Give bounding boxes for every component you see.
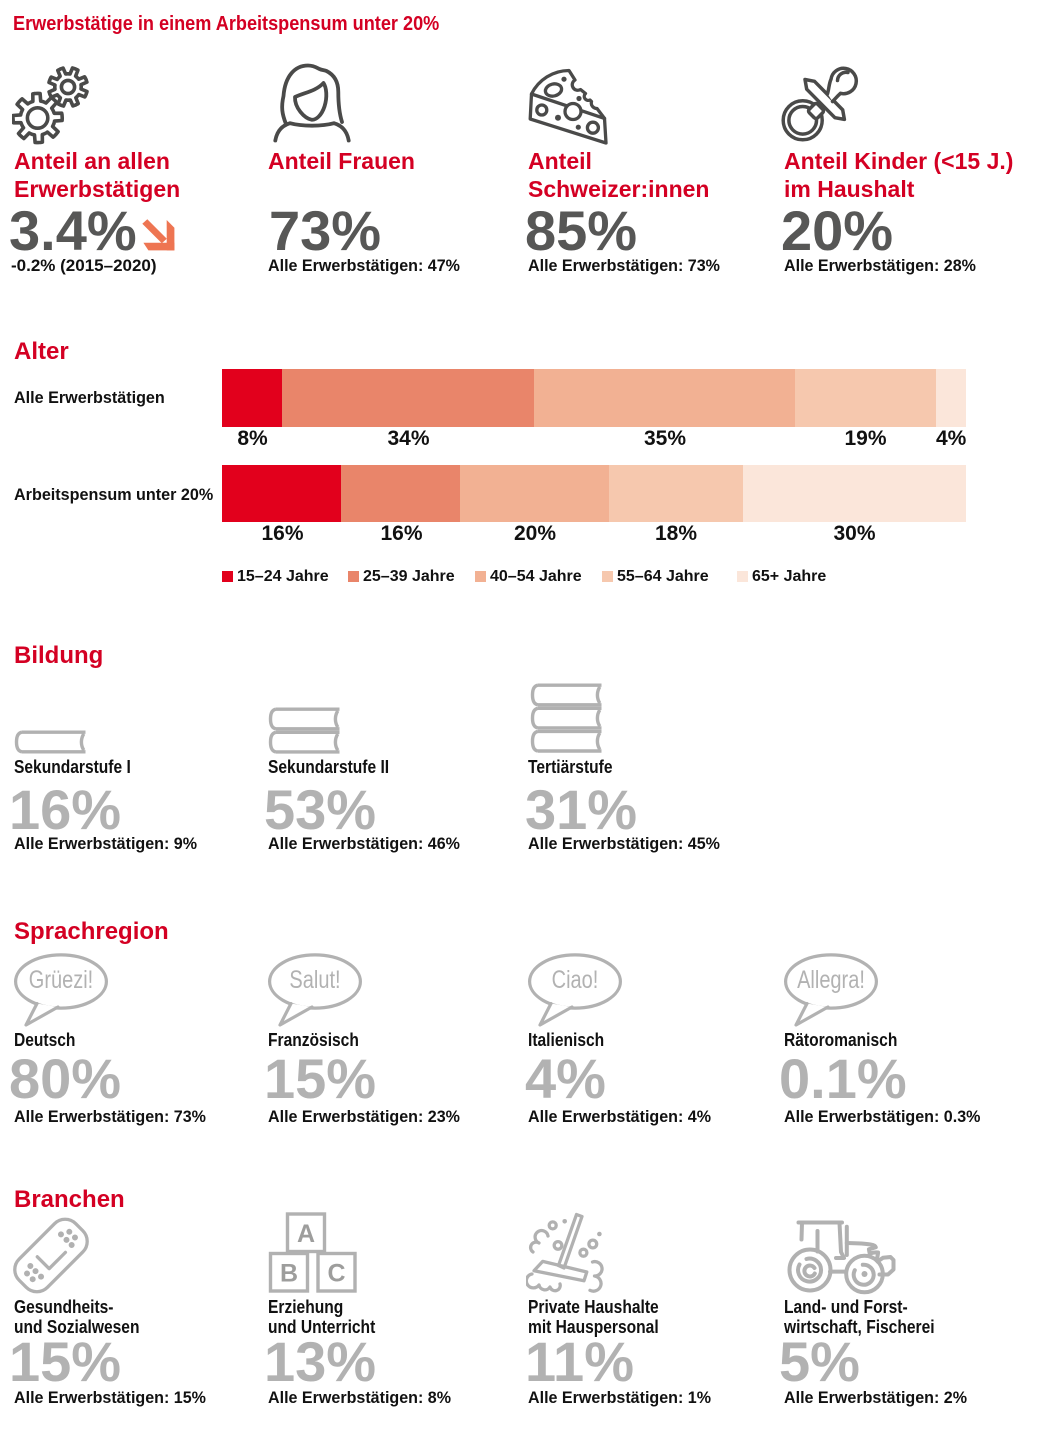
svg-text:C: C [327,1260,345,1288]
svg-text:A: A [297,1220,315,1248]
svg-text:B: B [280,1260,298,1288]
